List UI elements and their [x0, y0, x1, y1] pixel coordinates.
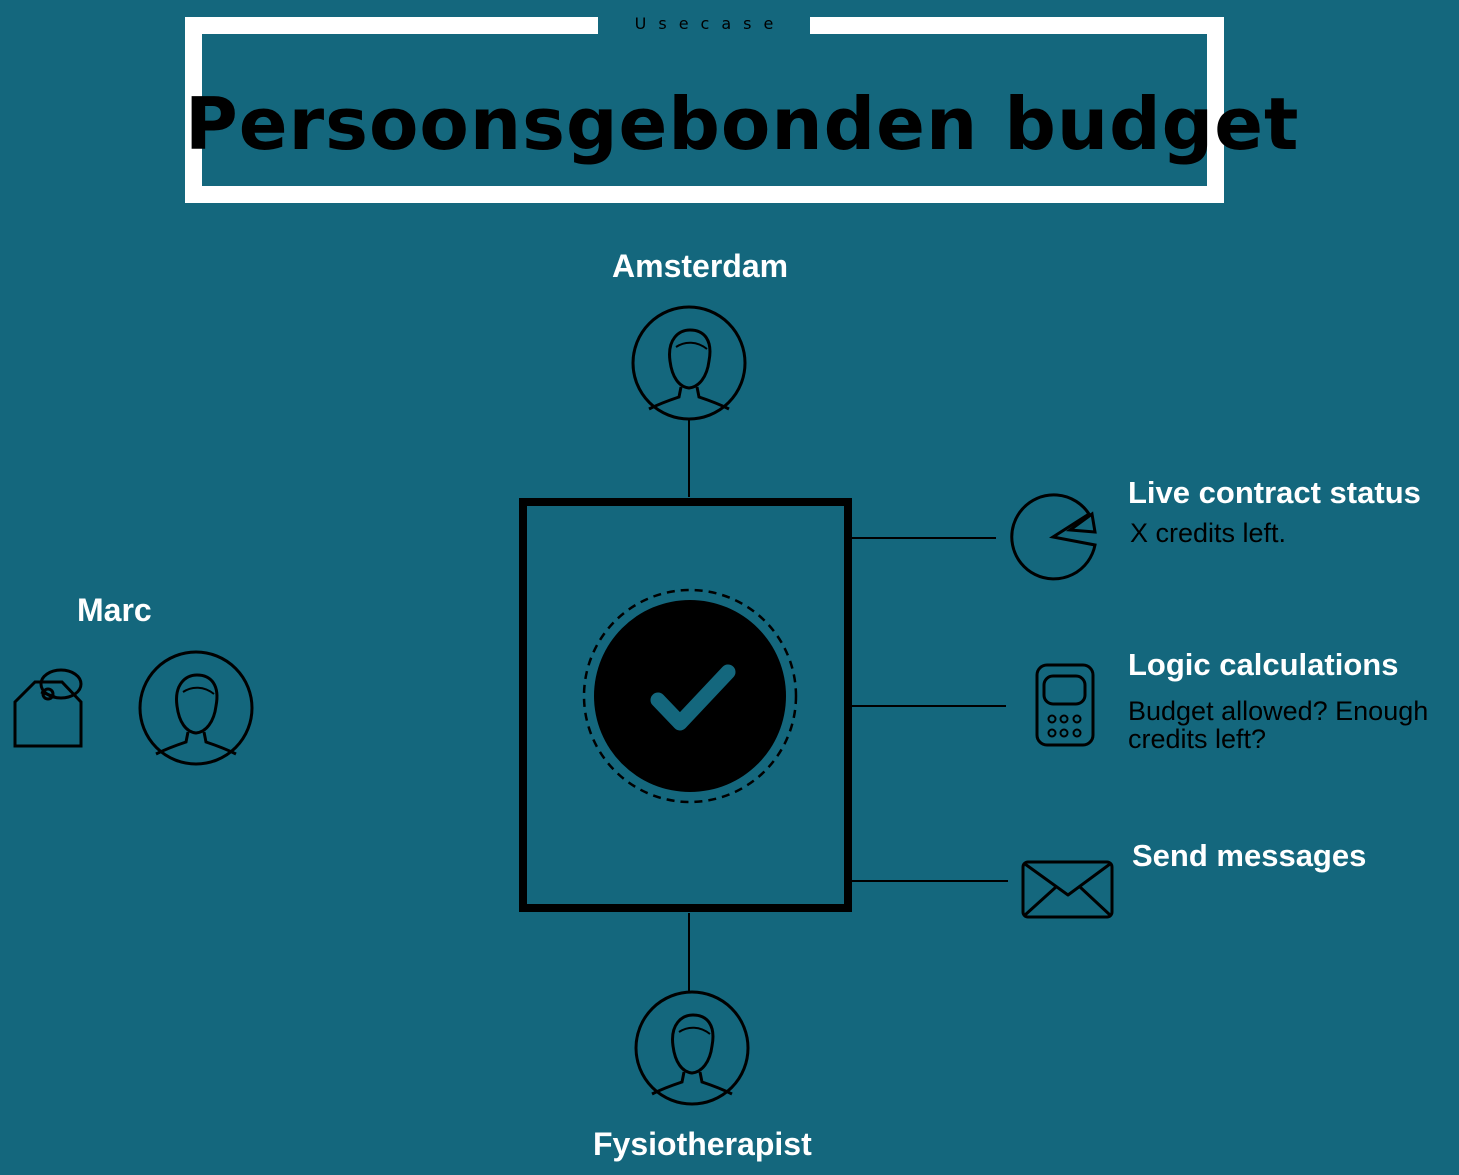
fysiotherapist-avatar-icon [634, 990, 750, 1106]
feature-title-contract-status: Live contract status [1128, 475, 1421, 510]
page-title: Persoonsgebonden budget [185, 82, 1300, 166]
title-frame [185, 17, 1224, 203]
title-frame-gap [598, 10, 810, 40]
actor-label-fysiotherapist: Fysiotherapist [593, 1126, 812, 1162]
actor-label-marc: Marc [77, 592, 152, 628]
check-badge-icon [582, 588, 798, 804]
pie-chart-icon [1010, 493, 1097, 581]
amsterdam-avatar-icon [631, 305, 747, 421]
overline-label: Usecase [634, 14, 786, 33]
system-box [519, 498, 852, 912]
connectors [688, 420, 1008, 993]
feature-title-logic: Logic calculations [1128, 647, 1399, 682]
envelope-icon [1021, 860, 1114, 919]
feature-subtitle-logic: Budget allowed? Enough credits left? [1128, 696, 1429, 754]
calculator-icon [1035, 663, 1095, 747]
actor-label-amsterdam: Amsterdam [612, 248, 789, 284]
marc-avatar-icon [138, 650, 254, 766]
feature-title-messages: Send messages [1132, 838, 1367, 873]
feature-subtitle-contract-status: X credits left. [1130, 518, 1287, 548]
price-tag-icon [13, 668, 83, 748]
